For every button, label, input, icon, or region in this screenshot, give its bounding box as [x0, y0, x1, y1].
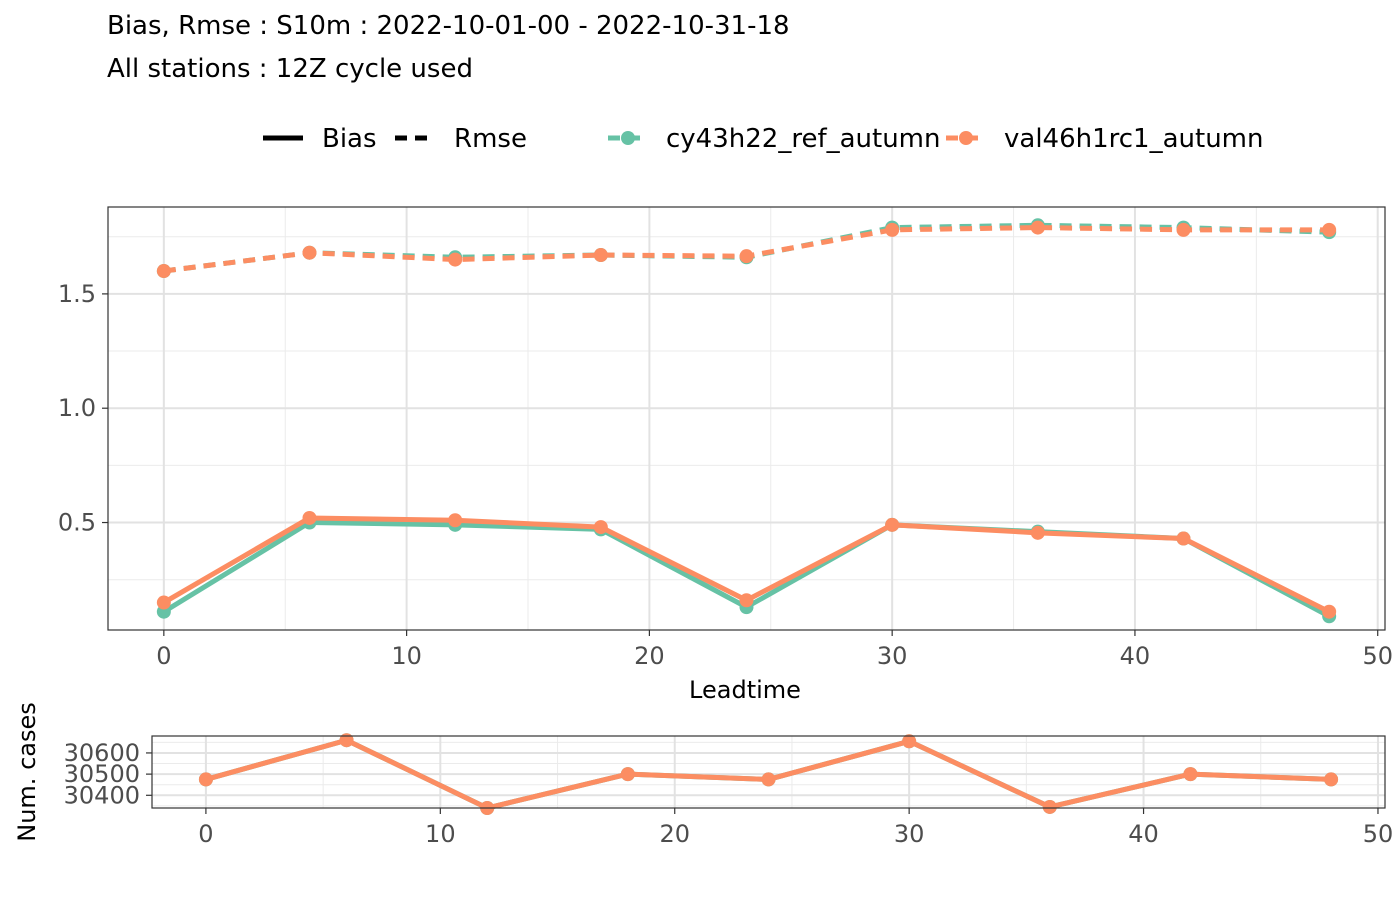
main-plot-panel: 0 10 20 30 40 50 0.5 1.0 1.5 [58, 206, 1393, 670]
x-tick-label: 40 [1120, 642, 1151, 670]
data-point [739, 249, 754, 264]
data-point [448, 252, 463, 267]
legend-label-val: val46h1rc1_autumn [1004, 124, 1264, 154]
legend-label-bias: Bias [322, 124, 377, 154]
legend-label-ref: cy43h22_ref_autumn [666, 124, 941, 154]
y-tick-label: 30500 [64, 760, 140, 788]
data-point [1322, 222, 1337, 237]
y-tick-label: 1.5 [58, 280, 96, 308]
panel-border [107, 206, 1386, 631]
x-tick-label: 20 [634, 642, 665, 670]
data-point [302, 510, 317, 525]
data-point [593, 520, 608, 535]
y-tick-label: 1.0 [58, 394, 96, 422]
chart-title: Bias, Rmse : S10m : 2022-10-01-00 - 2022… [107, 11, 790, 41]
data-point [1322, 604, 1337, 619]
chart-subtitle: All stations : 12Z cycle used [107, 54, 473, 84]
data-point [761, 772, 776, 787]
x-tick-label: 10 [425, 820, 456, 848]
legend-marker-val [959, 131, 973, 145]
x-tick-label: 0 [198, 820, 213, 848]
data-point [739, 593, 754, 608]
x-tick-label: 50 [1363, 820, 1394, 848]
x-tick-label: 20 [659, 820, 690, 848]
data-point [156, 595, 171, 610]
data-point [1030, 220, 1045, 235]
x-tick-label: 30 [877, 642, 908, 670]
x-tick-label: 0 [156, 642, 171, 670]
data-point [198, 772, 213, 787]
data-point [302, 245, 317, 260]
data-point [1042, 799, 1057, 814]
data-point [1176, 531, 1191, 546]
data-point [1183, 767, 1198, 782]
main-x-axis-title: Leadtime [689, 676, 801, 704]
data-point [885, 222, 900, 237]
y-tick-label: 30400 [64, 781, 140, 809]
data-point [448, 513, 463, 528]
data-point [1324, 772, 1339, 787]
x-tick-label: 40 [1128, 820, 1159, 848]
x-tick-label: 50 [1362, 642, 1393, 670]
x-tick-label: 10 [391, 642, 422, 670]
y-tick-label: 30600 [64, 739, 140, 767]
panel-border [151, 735, 1386, 809]
data-point [902, 734, 917, 749]
num-cases-y-axis-title: Num. cases [13, 702, 41, 841]
data-point [593, 248, 608, 263]
data-point [1176, 222, 1191, 237]
legend-marker-ref [621, 131, 635, 145]
y-tick-label: 0.5 [58, 509, 96, 537]
legend-label-rmse: Rmse [454, 124, 527, 154]
data-point [339, 733, 354, 748]
data-point [620, 767, 635, 782]
legend: Bias Rmse cy43h22_ref_autumn val46h1rc1_… [263, 124, 1264, 154]
data-point [885, 517, 900, 532]
data-point [156, 264, 171, 279]
x-tick-label: 30 [894, 820, 925, 848]
data-point [1030, 525, 1045, 540]
